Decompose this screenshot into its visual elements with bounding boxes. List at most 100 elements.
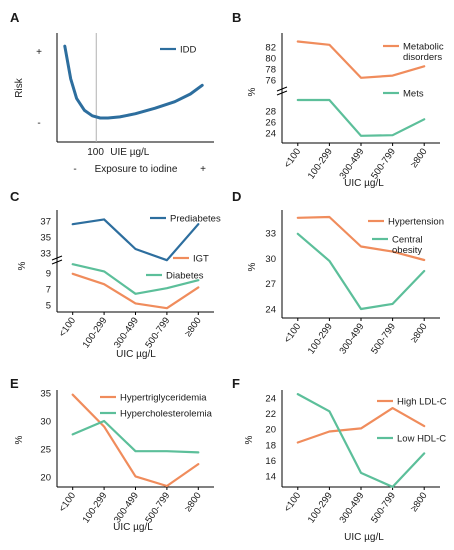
panel-c: C 33 35 37 5 7 9% <100 100-299 300-499 500-799 ≥800… xyxy=(10,189,221,360)
x-tick-label-e-2: 300-499 xyxy=(112,490,141,525)
panel-f: F 14 16 18 20 22 24% <100 100-299 300-499 500-799 ≥… xyxy=(232,376,447,543)
panel-a: A + - Risk 100 UIE µg/L - Exposure to iodine + ID… xyxy=(10,10,214,175)
y-tick-label-b-upper-0: 76 xyxy=(265,76,276,87)
x-tick-label-f-3: 500-799 xyxy=(369,490,398,525)
y-tick-label-d-1: 27 xyxy=(265,279,276,290)
y-tick-label-e-1: 25 xyxy=(40,445,51,456)
series-e-0-legend-label: Hypertriglyceridemia xyxy=(120,393,207,404)
series-line-c-2 xyxy=(71,263,200,295)
x-tick-label-d-3: 500-799 xyxy=(369,321,398,356)
series-e-1-legend-label: Hypercholesterolemia xyxy=(120,409,213,420)
y-tick-label-d-0: 24 xyxy=(265,305,276,316)
x-tick-label-c-2: 300-499 xyxy=(112,315,141,350)
y-axis-label-a: Risk xyxy=(14,77,25,97)
panel-letter-f: F xyxy=(232,376,240,391)
y-tick-label-b-lower-0: 24 xyxy=(265,129,276,140)
panel-e: E 20 25 30 35% <100 100-299 300-499 500-799 ≥800 U… xyxy=(10,376,214,533)
x-tick-label-e-3: 500-799 xyxy=(143,490,172,525)
x-axis-label-a: Exposure to iodine xyxy=(95,164,178,175)
y-tick-label-f-4: 22 xyxy=(265,409,276,420)
x-tick-label-b-1: 100-299 xyxy=(306,146,335,181)
y-tick-label-c-lower-2: 9 xyxy=(46,269,51,280)
panel-letter-d: D xyxy=(232,189,241,204)
y-tick-label-b-lower-1: 26 xyxy=(265,118,276,129)
y-tick-label-f-5: 24 xyxy=(265,394,276,405)
series-line-d-0 xyxy=(296,215,426,262)
series-line-e-1 xyxy=(71,419,200,454)
y-axis-label-e: % xyxy=(14,435,25,444)
x-tick-label-e-4: ≥800 xyxy=(183,490,204,514)
x-tick-label-f-1: 100-299 xyxy=(306,490,335,525)
x-tick-label-d-2: 300-499 xyxy=(337,321,366,356)
y-tick-label-c-upper-2: 37 xyxy=(40,217,51,228)
y-tick-label-c-upper-1: 35 xyxy=(40,233,51,244)
y-tick-label-b-upper-1: 78 xyxy=(265,65,276,76)
series-line-c-1 xyxy=(71,272,200,310)
x-tick-label-b-3: 500-799 xyxy=(369,146,398,181)
panel-letter-c: C xyxy=(10,189,20,204)
x-axis-label-c: UIC µg/L xyxy=(116,349,156,360)
series-b-0-legend-label: Metabolic xyxy=(403,42,444,53)
y-tick-label-c-lower-0: 5 xyxy=(46,301,51,312)
x-tick-label-f-2: 300-499 xyxy=(337,490,366,525)
series-c-0-legend-label: Prediabetes xyxy=(170,214,221,225)
series-a-0-legend-label: IDD xyxy=(180,45,197,56)
panel-d: D 24 27 30 33% <100 100-299 300-499 500-799 ≥800 H… xyxy=(232,189,444,356)
series-d-0-legend-label: Hypertension xyxy=(388,217,444,228)
marker-label-a: UIE µg/L xyxy=(110,147,150,158)
series-f-1-legend-label: Low HDL-C xyxy=(397,434,446,445)
y-axis-label-d: % xyxy=(247,262,258,271)
series-f-0-legend-label: High LDL-C xyxy=(397,397,447,408)
y-tick-label-e-2: 30 xyxy=(40,417,51,428)
x-tick-label-b-2: 300-499 xyxy=(337,146,366,181)
series-line-f-0 xyxy=(296,407,426,444)
y-tick-label-f-0: 14 xyxy=(265,472,276,483)
series-line-a-0 xyxy=(63,44,204,120)
y-tick-label-e-0: 20 xyxy=(40,473,51,484)
y-tick-label-a-plus: + xyxy=(36,47,42,58)
y-tick-label-e-3: 35 xyxy=(40,389,51,400)
y-tick-label-f-2: 18 xyxy=(265,440,276,451)
panel-letter-e: E xyxy=(10,376,19,391)
series-line-b-1 xyxy=(296,98,426,137)
axis-break-mark xyxy=(276,86,288,96)
x-tick-label-d-0: <100 xyxy=(282,321,303,345)
y-tick-label-d-2: 30 xyxy=(265,254,276,265)
marker-value-a: 100 xyxy=(87,147,104,158)
x-tick-label-d-4: ≥800 xyxy=(409,321,430,345)
x-tick-label-d-1: 100-299 xyxy=(306,321,335,356)
y-tick-label-b-upper-2: 80 xyxy=(265,54,276,65)
series-line-e-0 xyxy=(71,393,200,488)
series-d-1-legend-label: Central xyxy=(392,235,423,246)
x-tick-label-c-0: <100 xyxy=(57,315,78,339)
x-tick-label-b-0: <100 xyxy=(282,146,303,170)
y-tick-label-b-upper-3: 82 xyxy=(265,43,276,54)
y-tick-label-f-3: 20 xyxy=(265,425,276,436)
series-line-b-0 xyxy=(296,40,426,79)
x-tick-label-b-4: ≥800 xyxy=(409,146,430,170)
y-tick-label-c-upper-0: 33 xyxy=(40,249,51,260)
y-tick-label-d-3: 33 xyxy=(265,229,276,240)
x-tick-label-f-4: ≥800 xyxy=(409,490,430,514)
series-c-1-legend-label: IGT xyxy=(193,254,209,265)
y-axis-label-f: % xyxy=(244,435,255,444)
x-axis-label-f: UIC µg/L xyxy=(344,532,384,543)
axis-break-mark xyxy=(51,255,63,265)
x-axis-label-e: UIC µg/L xyxy=(113,522,153,533)
series-line-d-1 xyxy=(296,232,426,311)
panel-letter-a: A xyxy=(10,10,20,25)
x-axis-minus-a: - xyxy=(73,164,76,175)
series-b-1-legend-label: Mets xyxy=(403,89,424,100)
panel-letter-b: B xyxy=(232,10,241,25)
x-tick-label-f-0: <100 xyxy=(282,490,303,514)
y-axis-label-c: % xyxy=(17,261,28,270)
x-tick-label-c-4: ≥800 xyxy=(183,315,204,339)
y-tick-label-c-lower-1: 7 xyxy=(46,285,51,296)
x-axis-label-b: UIC µg/L xyxy=(344,178,384,189)
y-tick-label-a-minus: - xyxy=(37,118,40,129)
series-c-2-legend-label: Diabetes xyxy=(166,271,204,282)
y-tick-label-b-lower-2: 28 xyxy=(265,107,276,118)
x-axis-plus-a: + xyxy=(200,164,206,175)
series-line-c-0 xyxy=(71,218,200,262)
